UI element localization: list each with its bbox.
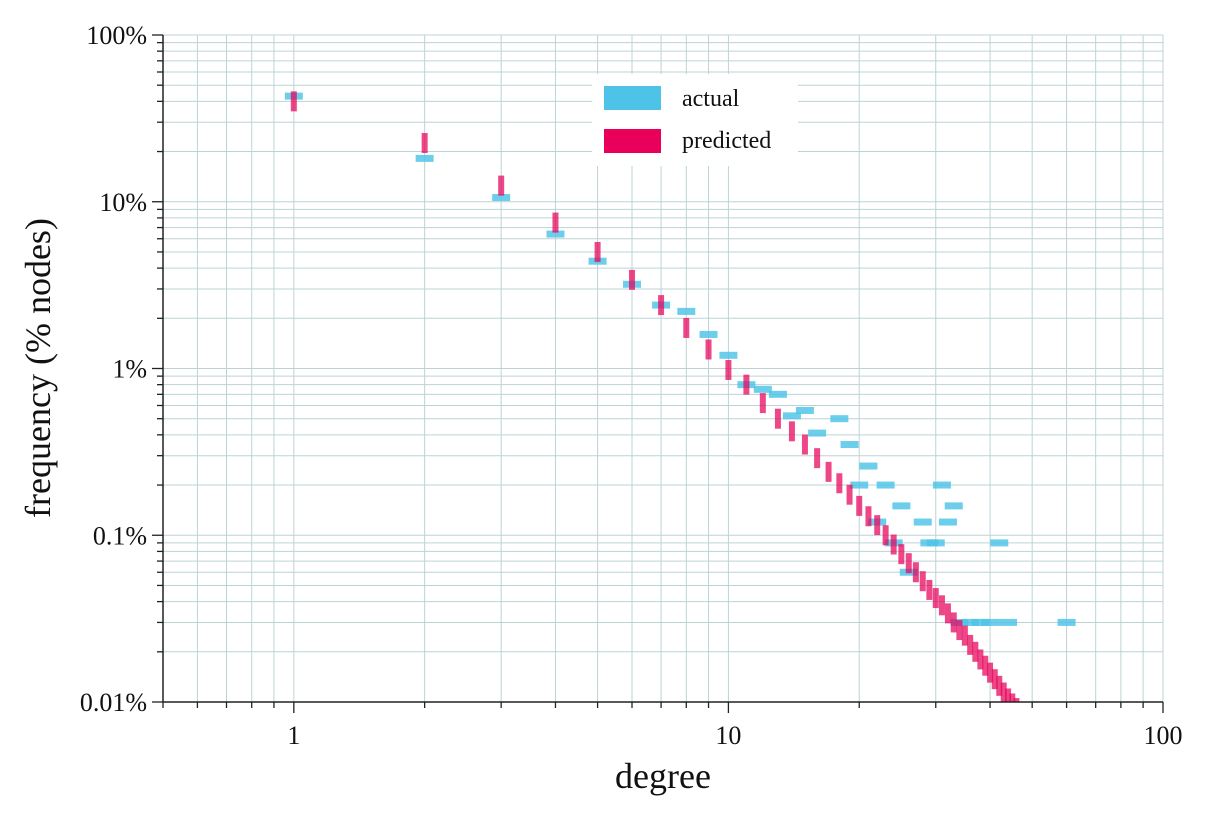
point-predicted [938,595,945,616]
point-predicted [814,448,821,469]
point-actual [913,518,932,526]
point-predicted [926,579,933,600]
y-tick-label: 10% [99,188,147,217]
point-predicted [683,317,690,338]
point-predicted [846,484,853,505]
x-tick-label: 10 [715,721,741,750]
point-predicted [552,212,559,233]
point-predicted [898,544,905,565]
point-predicted [788,421,795,442]
axes: 1 10 100 0.01% 0.1% 1% 10% 100% [80,21,1183,750]
point-predicted [950,612,957,633]
point-predicted [705,339,712,360]
point-predicted [1017,702,1023,722]
point-predicted [743,374,750,395]
point-actual [990,539,1009,547]
point-predicted [658,295,665,316]
point-actual [892,502,911,510]
point-predicted [919,571,926,592]
point-predicted [1009,693,1016,702]
point-predicted [882,525,889,546]
point-predicted [944,603,951,624]
point-predicted [972,641,979,662]
point-actual [944,502,963,510]
point-actual [840,441,859,449]
legend-swatch-predicted [604,129,661,153]
point-predicted [290,91,297,112]
y-axis-title: frequency (% nodes) [18,218,58,518]
y-tick-label: 1% [112,355,147,384]
point-predicted [856,495,863,516]
point-actual [768,390,787,398]
point-predicted [801,434,808,455]
point-actual [699,330,718,338]
point-actual [938,518,957,526]
point-actual [677,307,696,315]
x-axis-title: degree [615,756,711,796]
point-actual [999,618,1018,626]
point-predicted [1000,682,1007,702]
point-predicted [956,620,963,641]
point-predicted [890,534,897,555]
point-actual [876,481,895,489]
point-predicted [836,473,843,494]
point-predicted [498,175,505,196]
point-predicted [628,269,635,290]
legend: actual predicted [592,74,798,166]
y-tick-label: 0.1% [93,521,147,550]
point-actual [932,481,951,489]
legend-swatch-actual [604,86,661,110]
point-predicted [1025,708,1031,728]
point-predicted [759,393,766,414]
point-predicted [774,408,781,429]
point-predicted [967,634,974,655]
point-actual [415,154,434,162]
point-predicted [977,649,984,670]
point-predicted [594,241,601,262]
y-tick-label: 100% [86,21,147,50]
point-predicted [987,662,994,683]
point-actual [859,462,878,470]
y-tick-label: 0.01% [80,688,147,717]
point-actual [795,406,814,414]
point-actual [719,351,738,359]
x-tick-label: 100 [1144,721,1183,750]
point-actual [782,412,801,420]
legend-label-predicted: predicted [682,128,771,154]
point-predicted [1013,698,1020,702]
point-predicted [996,675,1003,696]
point-predicted [991,669,998,690]
point-predicted [961,625,968,646]
point-actual [850,481,869,489]
x-tick-label: 1 [287,721,300,750]
point-predicted [982,655,989,676]
point-actual [961,618,980,626]
point-predicted [905,553,912,574]
point-predicted [725,359,732,380]
point-predicted [1005,688,1012,702]
point-actual [808,429,827,437]
point-predicted [421,133,428,154]
point-predicted [912,562,919,583]
point-predicted [1021,705,1027,725]
point-actual [830,415,849,423]
plot-marks [284,91,1076,728]
point-actual [492,194,511,202]
point-predicted [874,515,881,536]
point-actual [971,618,990,626]
point-predicted [932,588,939,609]
point-predicted [865,506,872,527]
point-actual [546,230,565,238]
legend-label-actual: actual [682,86,740,112]
point-actual [981,618,1000,626]
point-actual [753,385,772,393]
point-predicted [825,461,832,482]
point-actual [926,539,945,547]
point-actual [1057,618,1076,626]
